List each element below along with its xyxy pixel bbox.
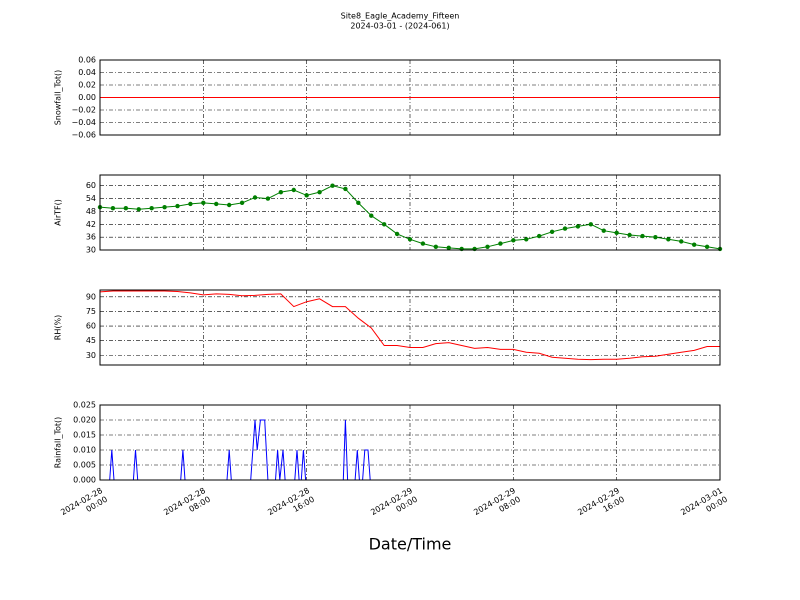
data-point — [601, 228, 606, 233]
chart-subtitle: 2024-03-01 - (2024-061) — [350, 22, 449, 31]
plot-frame — [99, 174, 721, 251]
data-point — [291, 187, 296, 193]
y-tick-label: 0.000 — [73, 476, 96, 485]
data-point — [239, 200, 245, 206]
data-point — [653, 234, 658, 240]
y-tick-label: 60 — [86, 322, 96, 331]
data-point — [704, 244, 710, 249]
data-point — [498, 241, 503, 246]
data-point — [536, 233, 542, 239]
data-point — [149, 206, 154, 211]
data-point — [162, 204, 167, 210]
y-tick-label: 0.04 — [78, 68, 96, 77]
data-point — [304, 193, 309, 198]
data-point — [446, 245, 451, 251]
y-tick-label: 30 — [86, 351, 96, 360]
data-point — [123, 206, 129, 211]
data-point — [524, 237, 529, 242]
y-axis-label: Snowfall_Tot() — [54, 70, 63, 126]
data-point — [511, 238, 516, 243]
data-point — [201, 200, 206, 206]
data-point — [485, 244, 490, 249]
data-point — [640, 233, 645, 239]
data-point — [252, 195, 258, 200]
y-tick-label: 54 — [86, 194, 96, 203]
data-point — [575, 224, 581, 229]
y-tick-label: 0.00 — [78, 93, 96, 102]
y-axis-label: Rainfall_Tot() — [54, 417, 63, 469]
data-point — [278, 189, 284, 195]
data-point — [614, 230, 619, 236]
data-point — [562, 226, 568, 231]
y-axis-label: AirTF() — [54, 199, 63, 226]
y-tick-label: 90 — [86, 292, 96, 301]
y-tick-label: 0.020 — [73, 416, 96, 425]
chart-title: Site8_Eagle_Academy_Fifteen — [341, 12, 460, 21]
data-point — [369, 213, 374, 218]
data-point — [549, 229, 555, 234]
y-tick-label: −0.02 — [71, 106, 96, 115]
data-point — [317, 189, 322, 195]
data-point — [214, 201, 219, 207]
data-point — [343, 186, 348, 192]
y-tick-label: 36 — [86, 233, 96, 242]
data-point — [356, 200, 361, 206]
data-point — [394, 231, 400, 237]
data-line — [99, 290, 720, 361]
data-point — [679, 239, 684, 244]
plot-frame — [99, 404, 721, 481]
plot-frame — [99, 289, 721, 366]
x-axis-label: Date/Time — [369, 535, 452, 554]
y-tick-label: 42 — [86, 220, 96, 229]
y-tick-label: 30 — [86, 246, 96, 255]
data-point — [188, 201, 193, 207]
y-tick-label: 75 — [86, 307, 96, 316]
data-point — [691, 242, 697, 247]
data-point — [381, 222, 387, 227]
y-tick-label: −0.06 — [71, 131, 96, 140]
data-point — [588, 222, 594, 227]
y-tick-label: 45 — [86, 336, 96, 345]
y-tick-label: 0.015 — [73, 431, 96, 440]
data-point — [110, 206, 116, 211]
data-point — [420, 241, 426, 246]
y-axis-label: RH(%) — [54, 315, 63, 340]
data-point — [407, 237, 413, 242]
y-tick-label: 0.005 — [73, 461, 96, 470]
y-tick-label: 0.06 — [78, 56, 96, 65]
y-tick-label: 60 — [86, 181, 96, 190]
data-point — [175, 203, 180, 209]
y-tick-label: 48 — [86, 207, 96, 216]
data-point — [226, 202, 232, 208]
data-point — [627, 232, 632, 238]
data-point — [433, 244, 439, 249]
y-tick-label: 0.025 — [73, 401, 96, 410]
y-tick-label: 0.02 — [78, 81, 96, 90]
y-tick-label: 0.010 — [73, 446, 96, 455]
data-point — [265, 196, 271, 201]
data-point — [666, 237, 671, 242]
y-tick-label: −0.04 — [71, 118, 96, 127]
plot-frame — [99, 59, 721, 136]
data-point — [330, 183, 335, 188]
data-point — [136, 207, 141, 212]
